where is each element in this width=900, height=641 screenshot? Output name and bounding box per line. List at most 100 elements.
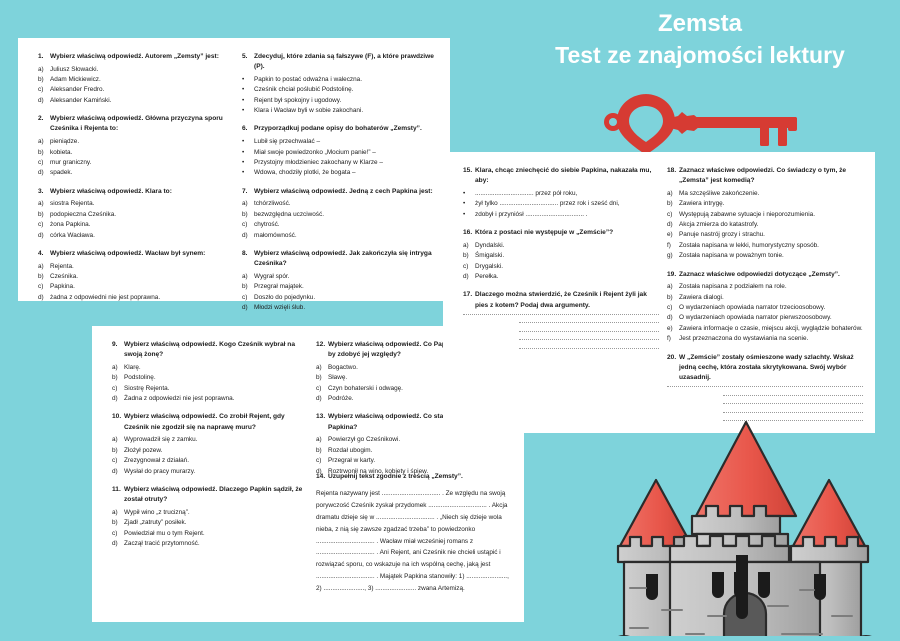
answer-rule-line[interactable] <box>519 322 659 324</box>
answer-letter: d) <box>667 221 673 229</box>
answer-option[interactable]: d) Podróże. <box>316 394 512 404</box>
answer-option[interactable]: c) Papkina. <box>38 282 234 292</box>
answer-option[interactable]: b) Rozdał ubogim. <box>316 446 512 456</box>
answer-option[interactable]: c) chytrość. <box>242 220 438 230</box>
answer-option[interactable]: b) Złożył pozew. <box>112 446 308 456</box>
answer-option[interactable]: b) Cześnika. <box>38 272 234 282</box>
answer-option[interactable]: d) Żadna z odpowiedzi nie jest poprawna. <box>112 394 308 404</box>
answer-option[interactable]: b) Zawiera intrygę. <box>667 199 863 209</box>
answer-option[interactable]: d) Zaczął tracić przytomność. <box>112 539 308 549</box>
answer-option[interactable]: c) Doszło do pojedynku. <box>242 293 438 303</box>
answer-option[interactable]: d) córka Wacława. <box>38 231 234 241</box>
answer-option[interactable]: • ................................. przez… <box>463 189 659 199</box>
fill-in-exercise[interactable]: 14. Uzupełnij tekst zgodnie z treścią „Ze… <box>316 472 512 595</box>
question-text: Wybierz właściwą odpowiedź. Co Papkin ob… <box>328 341 504 359</box>
answer-option[interactable]: c) Przegrał w karty. <box>316 456 512 466</box>
answer-rule-line[interactable] <box>519 347 659 349</box>
answer-option[interactable]: • Przystojny młodzieniec zakochany w Klar… <box>242 158 438 168</box>
answer-option[interactable]: d) małomówność. <box>242 231 438 241</box>
answer-option[interactable]: d) Akcja zmierza do katastrofy. <box>667 220 863 230</box>
answer-rule-line[interactable] <box>723 403 863 405</box>
answer-option[interactable]: c) mur graniczny. <box>38 158 234 168</box>
answer-text: Zaczął tracić przytomność. <box>124 539 200 547</box>
answer-text: Panuje nastrój grozy i strachu. <box>679 231 765 239</box>
answer-rule-line[interactable] <box>463 313 659 315</box>
answer-write-in-area[interactable] <box>463 313 659 349</box>
answer-option[interactable]: a) Wyprowadził się z zamku. <box>112 435 308 445</box>
answer-option[interactable]: b) bezwzględna uczciwość. <box>242 210 438 220</box>
answer-write-in-area[interactable] <box>667 386 863 422</box>
answer-text: Wysłał do pracy murarzy. <box>124 467 196 475</box>
answer-option[interactable]: d) Aleksander Kamiński. <box>38 96 234 106</box>
answer-option[interactable]: d) Wysłał do pracy murarzy. <box>112 467 308 477</box>
answer-option[interactable]: d) O wydarzeniach opowiada narrator pierw… <box>667 313 863 323</box>
answer-option[interactable]: c) Czyn bohaterski i odwagę. <box>316 384 512 394</box>
answer-option[interactable]: f) Jest przeznaczona do wystawiania na sc… <box>667 334 863 344</box>
answer-option[interactable]: • zdobył i przyniósł ....................… <box>463 210 659 220</box>
fill-in-paragraph[interactable]: Rejenta nazywany jest ..................… <box>316 490 509 592</box>
answer-option[interactable]: c) Aleksander Fredro. <box>38 85 234 95</box>
answer-option[interactable]: a) Została napisana z podziałem na role. <box>667 282 863 292</box>
answer-option[interactable]: • Klara i Wacław byli w sobie zakochani. <box>242 106 438 116</box>
answer-option[interactable]: c) żona Papkina. <box>38 220 234 230</box>
answer-rule-line[interactable] <box>723 420 863 422</box>
answer-letter: b) <box>242 210 248 218</box>
answer-option[interactable]: • Papkin to postać odważna i waleczna. <box>242 75 438 85</box>
answer-option[interactable]: d) spadek. <box>38 168 234 178</box>
answer-option[interactable]: a) Dyndalski. <box>463 241 659 251</box>
answer-option[interactable]: • Rejent był spokojny i ugodowy. <box>242 96 438 106</box>
answer-option[interactable]: d) Młodzi wzięli ślub. <box>242 303 438 313</box>
answer-option[interactable]: c) Drygalski. <box>463 262 659 272</box>
answer-option[interactable]: a) tchórzliwość. <box>242 199 438 209</box>
answer-letter: a) <box>242 272 248 280</box>
answer-option[interactable]: b) Sławę. <box>316 373 512 383</box>
bullet-icon: • <box>242 169 245 177</box>
answer-letter: b) <box>667 293 673 301</box>
answer-option[interactable]: a) Wygrał spór. <box>242 272 438 282</box>
answer-option[interactable]: • Lubił się przechwalać – <box>242 137 438 147</box>
answer-option[interactable]: a) Rejenta. <box>38 262 234 272</box>
answer-option[interactable]: • Cześnik chciał poślubić Podstolinę. <box>242 85 438 95</box>
answer-option[interactable]: • żył tylko .............................… <box>463 199 659 209</box>
answer-option[interactable]: c) Zrezygnował z działań. <box>112 456 308 466</box>
answer-option[interactable]: d) żadna z odpowiedni nie jest poprawna. <box>38 293 234 303</box>
answer-option[interactable]: c) Powiedział mu o tym Rejent. <box>112 529 308 539</box>
answer-option[interactable]: d) Perełka. <box>463 272 659 282</box>
answer-option[interactable]: b) podopieczna Cześnika. <box>38 210 234 220</box>
answer-option[interactable]: a) Klarę. <box>112 363 308 373</box>
answer-option[interactable]: a) Bogactwo. <box>316 363 512 373</box>
answer-option[interactable]: a) Powierzył go Cześnikowi. <box>316 435 512 445</box>
answer-option[interactable]: b) kobieta. <box>38 148 234 158</box>
answer-option[interactable]: b) Zawiera dialogi. <box>667 293 863 303</box>
spacer <box>112 477 308 485</box>
answer-rule-line[interactable] <box>519 339 659 341</box>
answer-option[interactable]: b) Przegrał majątek. <box>242 282 438 292</box>
answer-option[interactable]: a) Juliusz Słowacki. <box>38 65 234 75</box>
answer-option[interactable]: a) Wypił wino „z trucizną”. <box>112 508 308 518</box>
answer-option[interactable]: f) Została napisana w lekki, humorystyczn… <box>667 241 863 251</box>
question-number: 5. <box>242 53 248 60</box>
answer-option[interactable]: c) Występują zabawne sytuacje i nieporozu… <box>667 210 863 220</box>
answer-option[interactable]: e) Panuje nastrój grozy i strachu. <box>667 230 863 240</box>
answer-option[interactable]: • Wdowa, chodziły plotki, że bogata – <box>242 168 438 178</box>
answer-option[interactable]: g) Została napisana w poważnym tonie. <box>667 251 863 261</box>
answer-text: Papkin to postać odważna i waleczna. <box>254 75 362 83</box>
question-number: 12. <box>316 341 326 348</box>
answer-option[interactable]: b) Zjadł „zatruty” posiłek. <box>112 518 308 528</box>
answer-option[interactable]: a) siostra Rejenta. <box>38 199 234 209</box>
answer-option[interactable]: a) pieniądze. <box>38 137 234 147</box>
answer-option[interactable]: b) Śmigalski. <box>463 251 659 261</box>
answer-rule-line[interactable] <box>519 330 659 332</box>
answer-option[interactable]: e) Zawiera informacje o czasie, miejscu a… <box>667 324 863 334</box>
answer-rule-line[interactable] <box>667 386 863 388</box>
bullet-icon: • <box>242 107 245 115</box>
answer-rule-line[interactable] <box>723 394 863 396</box>
answer-rule-line[interactable] <box>723 411 863 413</box>
answer-option[interactable]: d) Roztrwonił na wino, kobiety i śpiew. <box>316 467 512 477</box>
answer-option[interactable]: c) O wydarzeniach opowiada narrator trzec… <box>667 303 863 313</box>
answer-option[interactable]: • Miał swoje powiedzonko „Mocium panie!” … <box>242 148 438 158</box>
answer-option[interactable]: b) Podstolinę. <box>112 373 308 383</box>
answer-option[interactable]: a) Ma szczęśliwe zakończenie. <box>667 189 863 199</box>
answer-option[interactable]: b) Adam Mickiewicz. <box>38 75 234 85</box>
answer-option[interactable]: c) Siostrę Rejenta. <box>112 384 308 394</box>
